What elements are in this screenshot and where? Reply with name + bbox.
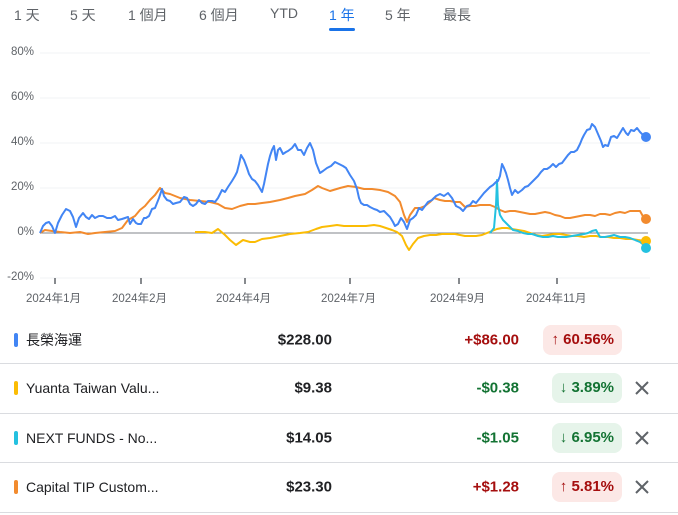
y-tick-40: 40% (10, 136, 34, 148)
x-tick-sep: 2024年9月 (430, 293, 485, 305)
tab-5-day[interactable]: 5 天 (70, 7, 96, 23)
percent-change-badge: ↓ 6.95% (551, 422, 622, 453)
remove-comparison-button[interactable] (632, 477, 652, 497)
tab-ytd[interactable]: YTD (270, 5, 298, 21)
list-item[interactable]: Yuanta Taiwan Valu... $9.38 -$0.38 ↓ 3.8… (0, 364, 678, 414)
series-line-capital-tip (39, 185, 646, 235)
series-line-yuanta-taiwan (195, 224, 646, 251)
y-tick-80: 80% (10, 46, 34, 58)
tab-1-year[interactable]: 1 年 (329, 7, 355, 31)
security-price: $228.00 (277, 331, 332, 348)
tab-max[interactable]: 最長 (443, 7, 471, 23)
security-price: $14.05 (286, 429, 332, 447)
remove-comparison-button[interactable] (632, 428, 652, 448)
percent-change-badge: ↑ 5.81% (551, 472, 622, 503)
x-tick-jul: 2024年7月 (321, 293, 376, 305)
security-name: NEXT FUNDS - No... (26, 429, 158, 446)
time-range-tabs: 1 天 5 天 1 個月 6 個月 YTD 1 年 5 年 最長 (0, 0, 678, 32)
tab-5-year[interactable]: 5 年 (385, 7, 411, 23)
x-tick-nov: 2024年11月 (526, 293, 587, 305)
security-name: 長榮海運 (26, 331, 82, 348)
series-end-marker-next-funds (641, 243, 651, 253)
y-tick-60: 60% (10, 91, 34, 103)
series-end-marker-yuanta (641, 236, 651, 246)
price-change: +$1.28 (472, 478, 519, 496)
series-end-marker-evergreen (641, 132, 651, 142)
price-change: -$0.38 (476, 379, 519, 397)
series-color-swatch (14, 430, 18, 445)
security-name: Capital TIP Custom... (26, 479, 159, 496)
x-tick-apr: 2024年4月 (216, 293, 271, 305)
percent-change-badge: ↑ 60.56% (543, 324, 622, 355)
tab-1-month[interactable]: 1 個月 (128, 7, 168, 23)
series-line-evergreen (39, 123, 646, 234)
series-end-marker-capital-tip (641, 214, 651, 224)
x-tick-feb: 2024年2月 (112, 293, 167, 305)
security-price: $9.38 (294, 379, 332, 397)
y-tick-20: 20% (10, 181, 34, 193)
tab-6-month[interactable]: 6 個月 (199, 7, 239, 23)
price-change: -$1.05 (476, 429, 519, 447)
chart-plot-area (39, 52, 651, 284)
y-tick-minus-20: -20% (7, 271, 34, 283)
series-line-next-funds (489, 179, 646, 247)
list-item[interactable]: Capital TIP Custom... $23.30 +$1.28 ↑ 5.… (0, 463, 678, 513)
security-price: $23.30 (286, 478, 332, 496)
list-item[interactable]: NEXT FUNDS - No... $14.05 -$1.05 ↓ 6.95% (0, 414, 678, 463)
percent-change-badge: ↓ 3.89% (551, 373, 622, 404)
tab-1-day[interactable]: 1 天 (14, 7, 40, 23)
series-color-swatch (14, 480, 18, 495)
security-name: Yuanta Taiwan Valu... (26, 380, 160, 397)
comparison-list: 長榮海運 $228.00 +$86.00 ↑ 60.56% Yuanta Tai… (0, 316, 678, 513)
comparison-chart[interactable]: 80% 60% 40% 20% 0% -20% 2024年1月 (0, 40, 678, 310)
x-tick-jan: 2024年1月 (26, 293, 81, 305)
series-color-swatch (14, 332, 18, 347)
list-item[interactable]: 長榮海運 $228.00 +$86.00 ↑ 60.56% (0, 316, 678, 364)
price-change: +$86.00 (464, 331, 519, 348)
remove-comparison-button[interactable] (632, 378, 652, 398)
series-color-swatch (14, 381, 18, 396)
y-tick-0: 0% (17, 226, 34, 238)
